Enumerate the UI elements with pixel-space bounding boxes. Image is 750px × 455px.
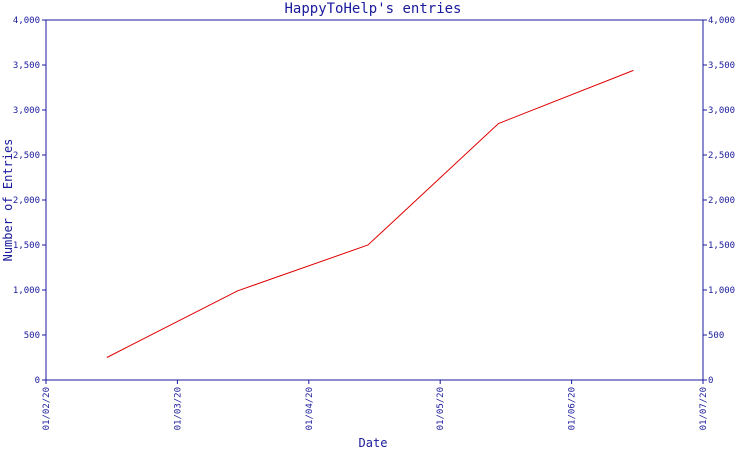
y-tick-label-right: 2,500 xyxy=(708,151,735,161)
y-tick-label-left: 4,000 xyxy=(13,16,40,26)
x-axis-title: Date xyxy=(359,436,388,450)
y-tick-label-right: 1,500 xyxy=(708,241,735,251)
x-tick-label: 01/06/20 xyxy=(568,387,578,430)
chart-title: HappyToHelp's entries xyxy=(284,1,461,17)
x-axis: 01/02/20 01/03/20 01/04/20 01/05/20 01/06/20… xyxy=(42,380,709,430)
y-tick-label-right: 4,000 xyxy=(708,16,735,26)
y-tick-label-right: 500 xyxy=(708,331,724,341)
series-layer xyxy=(106,69,634,358)
series-line xyxy=(106,69,634,358)
x-tick-label: 01/07/20 xyxy=(699,387,709,430)
y-tick-label-left: 0 xyxy=(35,376,40,386)
y-tick-label-left: 1,000 xyxy=(13,286,40,296)
y-tick-label-left: 1,500 xyxy=(13,241,40,251)
y-tick-label-right: 3,000 xyxy=(708,106,735,116)
y-tick-label-right: 0 xyxy=(708,376,713,386)
y-tick-label-left: 3,500 xyxy=(13,61,40,71)
x-tick-label: 01/04/20 xyxy=(305,387,315,430)
x-tick-label: 01/03/20 xyxy=(173,387,183,430)
x-tick-label: 01/05/20 xyxy=(436,387,446,430)
y-tick-label-left: 2,000 xyxy=(13,196,40,206)
y-tick-label-right: 3,500 xyxy=(708,61,735,71)
x-tick-label: 01/02/20 xyxy=(42,387,52,430)
plot-frame xyxy=(45,19,704,381)
y-tick-label-left: 2,500 xyxy=(13,151,40,161)
y-tick-label-right: 2,000 xyxy=(708,196,735,206)
y-tick-label-left: 3,000 xyxy=(13,106,40,116)
y-tick-label-left: 500 xyxy=(24,331,40,341)
y-axis-right: 0 500 1,000 1,500 2,000 2,500 3,000 3,500 4,000 xyxy=(703,16,735,386)
y-tick-label-right: 1,000 xyxy=(708,286,735,296)
y-axis-left: 0 500 1,000 1,500 2,000 2,500 3,000 3,500 4,000 xyxy=(13,16,46,386)
y-axis-title: Number of Entries xyxy=(1,139,15,262)
